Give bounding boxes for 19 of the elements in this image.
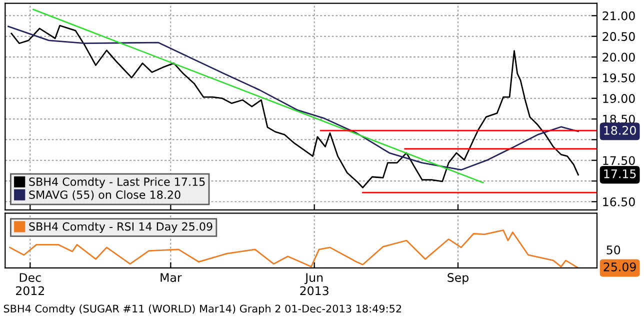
y-tick-label: 19.00 [603,94,635,103]
text: 50 [606,245,620,254]
y-tick-label: 17.50 [603,156,635,165]
legend-label: SBH4 Comdty - Last Price 17.15 [29,177,205,188]
annotation: 17.15 [604,169,636,178]
y-tick-label: 20.50 [602,32,635,41]
x-tick-label: Sep [448,273,468,284]
y-tick-label: 21.00 [602,11,635,20]
annotation: 25.09 [604,262,636,272]
x-tick-label: Dec 2012 [16,273,44,296]
y-tick-label: 16.50 [603,197,635,206]
y-tick-label: 19.50 [603,73,635,82]
x-tick-label: Mar [160,273,182,282]
y-tick-label: 20.00 [602,52,635,62]
legend-label: SMAVG (55) on Close 18.20 [29,190,180,200]
text: SBH4 Comdty (SUGAR #11 (WORLD) Mar14) Graph 2 01-Dec-2013 18:49:52 [4,304,402,315]
annotation: 18.20 [604,126,636,135]
x-tick-label: Jun 2013 [300,273,328,296]
legend-label: SBH4 Comdty - RSI 14 Day 25.09 [29,222,212,233]
